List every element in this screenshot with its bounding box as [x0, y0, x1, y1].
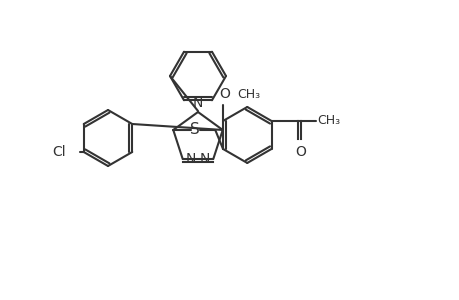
- Text: Cl: Cl: [52, 145, 66, 159]
- Text: O: O: [219, 87, 230, 101]
- Text: CH₃: CH₃: [236, 88, 260, 101]
- Text: N: N: [200, 152, 210, 166]
- Text: N: N: [185, 152, 196, 166]
- Text: CH₃: CH₃: [317, 115, 340, 128]
- Text: S: S: [190, 122, 200, 137]
- Text: O: O: [294, 145, 305, 159]
- Text: N: N: [192, 96, 203, 110]
